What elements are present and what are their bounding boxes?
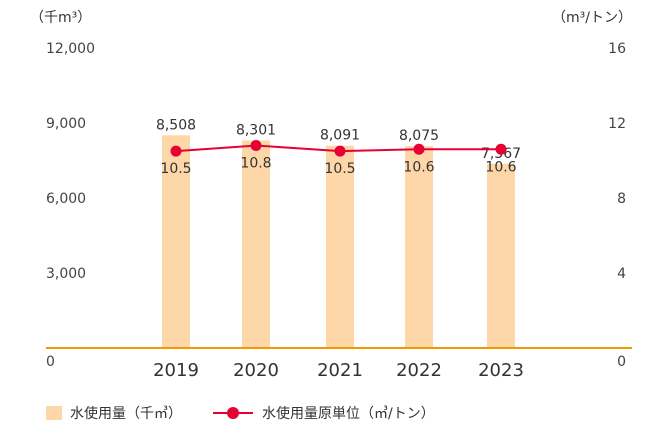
right-tick-label: 16: [608, 41, 626, 57]
bar-2022: [405, 146, 433, 348]
intensity-point-2023: [495, 143, 507, 155]
right-tick-label: 12: [608, 116, 626, 132]
intensity-point-2022: [413, 143, 425, 155]
bar-2021: [326, 145, 354, 348]
intensity-value-label: 10.8: [240, 156, 271, 172]
intensity-point-2019: [170, 145, 182, 157]
legend-bar-swatch: [46, 406, 62, 420]
category-label: 2020: [233, 360, 279, 381]
bar-value-label: 8,508: [156, 117, 196, 133]
intensity-value-label: 10.6: [485, 159, 516, 175]
legend-line-label: 水使用量原単位（㎥/トン）: [262, 405, 435, 422]
left-axis-unit-label: （千m³）: [30, 10, 91, 26]
legend-line-marker: [227, 407, 239, 419]
left-tick-label: 9,000: [46, 116, 86, 132]
right-tick-label: 0: [617, 354, 626, 370]
bar-2020: [242, 140, 270, 348]
left-tick-label: 6,000: [46, 191, 86, 207]
intensity-point-2021: [334, 145, 346, 157]
bar-value-label: 8,301: [236, 122, 276, 138]
legend-bar-label: 水使用量（千㎥）: [70, 405, 182, 422]
category-label: 2021: [317, 360, 363, 381]
intensity-value-label: 10.5: [324, 161, 355, 177]
left-tick-label: 0: [46, 354, 55, 370]
intensity-value-label: 10.5: [160, 161, 191, 177]
right-tick-label: 4: [617, 266, 626, 282]
bar-value-label: 8,091: [320, 128, 360, 144]
category-label: 2022: [396, 360, 442, 381]
bar-value-label: 8,075: [399, 128, 439, 144]
right-axis-unit-label: （m³/トン）: [552, 10, 632, 26]
left-tick-label: 3,000: [46, 266, 86, 282]
category-label: 2019: [153, 360, 199, 381]
bar-2019: [162, 135, 190, 348]
intensity-value-label: 10.6: [403, 159, 434, 175]
category-label: 2023: [478, 360, 524, 381]
left-tick-label: 12,000: [46, 41, 95, 57]
bar-2023: [487, 163, 515, 348]
intensity-point-2020: [250, 140, 262, 151]
right-tick-label: 8: [617, 191, 626, 207]
